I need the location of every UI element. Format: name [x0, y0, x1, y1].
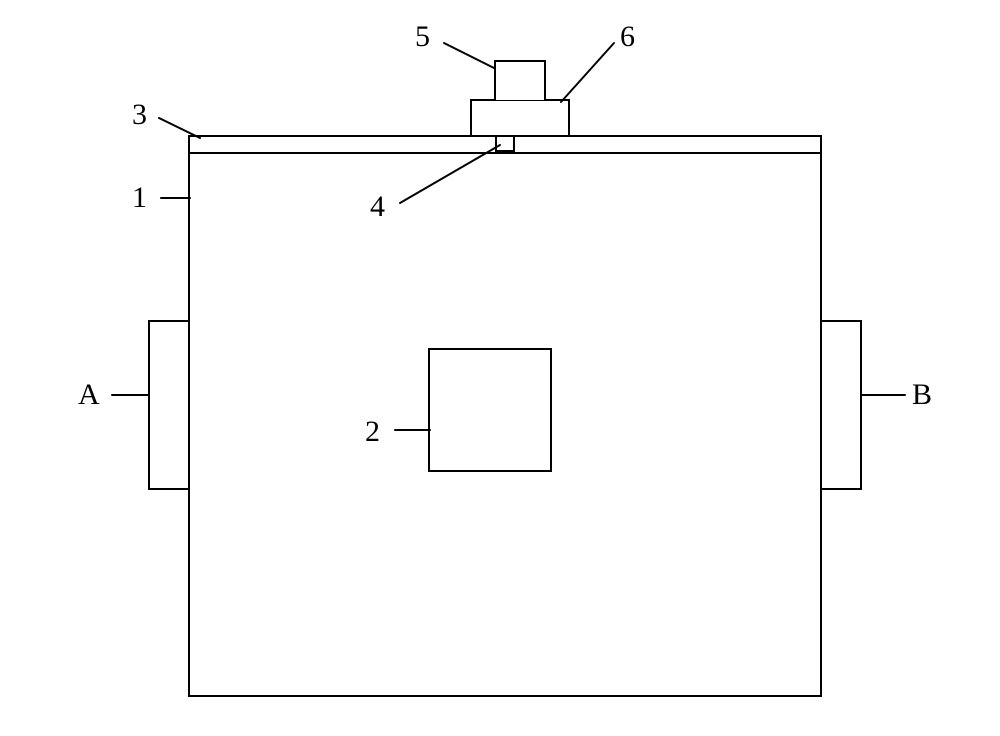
small-notch — [495, 137, 515, 152]
top-block-lower — [470, 99, 570, 135]
label-3: 3 — [132, 100, 147, 130]
diagram-canvas: 5 6 3 1 4 2 A B — [0, 0, 1000, 736]
top-block-upper — [494, 60, 546, 100]
center-square — [428, 348, 552, 472]
label-1: 1 — [132, 183, 147, 213]
label-B: B — [912, 380, 932, 410]
label-4: 4 — [370, 192, 385, 222]
inner-rule — [188, 152, 822, 154]
label-5: 5 — [415, 22, 430, 52]
label-6: 6 — [620, 22, 635, 52]
left-tab — [148, 320, 188, 490]
label-2: 2 — [365, 417, 380, 447]
label-A: A — [78, 380, 100, 410]
right-tab — [822, 320, 862, 490]
